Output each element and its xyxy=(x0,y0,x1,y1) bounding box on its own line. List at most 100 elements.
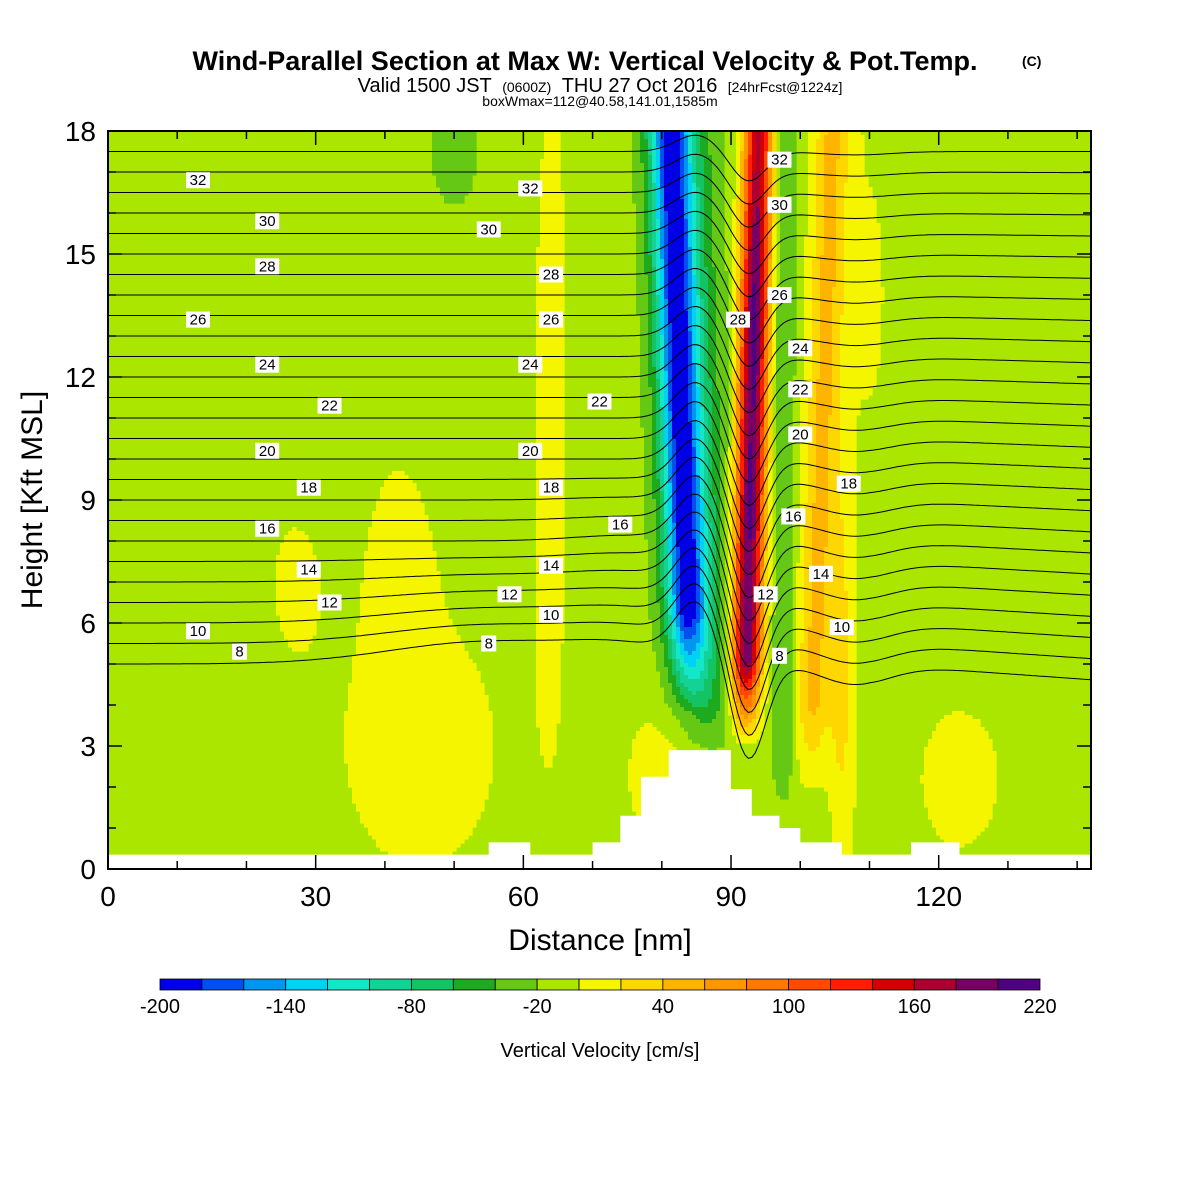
w-cell xyxy=(428,579,433,584)
w-cell xyxy=(656,375,661,380)
w-cell xyxy=(640,235,645,240)
w-cell xyxy=(412,811,417,816)
w-cell xyxy=(540,199,545,204)
w-cell xyxy=(412,847,417,852)
w-cell xyxy=(360,699,365,704)
w-cell xyxy=(556,443,561,448)
w-cell xyxy=(536,271,541,276)
w-cell xyxy=(380,551,385,556)
w-cell xyxy=(652,439,657,444)
w-cell xyxy=(396,803,401,808)
w-cell xyxy=(360,643,365,648)
w-cell xyxy=(660,619,665,624)
w-cell xyxy=(644,307,649,312)
w-cell xyxy=(556,439,561,444)
w-cell xyxy=(432,627,437,632)
w-cell xyxy=(544,703,549,708)
w-cell xyxy=(372,519,377,524)
w-cell xyxy=(424,735,429,740)
w-cell xyxy=(652,523,657,528)
w-cell xyxy=(548,475,553,480)
w-cell xyxy=(436,719,441,724)
w-cell xyxy=(648,567,653,572)
w-cell xyxy=(452,731,457,736)
w-cell xyxy=(348,715,353,720)
w-cell xyxy=(544,251,549,256)
w-cell xyxy=(476,791,481,796)
w-cell xyxy=(432,795,437,800)
w-cell xyxy=(392,511,397,516)
w-cell xyxy=(468,823,473,828)
w-cell xyxy=(380,811,385,816)
w-cell xyxy=(400,643,405,648)
w-cell xyxy=(448,199,453,204)
w-cell xyxy=(556,191,561,196)
w-cell xyxy=(452,843,457,848)
w-cell xyxy=(476,715,481,720)
w-cell xyxy=(360,767,365,772)
w-cell xyxy=(464,751,469,756)
w-cell xyxy=(648,771,653,776)
w-cell xyxy=(548,539,553,544)
w-cell xyxy=(392,731,397,736)
w-cell xyxy=(444,187,449,192)
w-cell xyxy=(356,647,361,652)
w-cell xyxy=(460,799,465,804)
w-cell xyxy=(432,807,437,812)
w-cell xyxy=(408,747,413,752)
w-cell xyxy=(656,531,661,536)
w-cell xyxy=(436,647,441,652)
w-cell xyxy=(660,763,665,768)
w-cell xyxy=(548,383,553,388)
w-cell xyxy=(536,655,541,660)
w-cell xyxy=(652,763,657,768)
w-cell xyxy=(548,335,553,340)
w-cell xyxy=(664,487,669,492)
w-cell xyxy=(392,715,397,720)
w-cell xyxy=(544,299,549,304)
w-cell xyxy=(640,323,645,328)
w-cell xyxy=(640,167,645,172)
w-cell xyxy=(456,843,461,848)
w-cell xyxy=(368,567,373,572)
w-cell xyxy=(552,139,557,144)
w-cell xyxy=(636,303,641,308)
w-cell xyxy=(440,159,445,164)
w-cell xyxy=(280,551,285,556)
w-cell xyxy=(436,675,441,680)
w-cell xyxy=(416,763,421,768)
w-cell xyxy=(656,371,661,376)
w-cell xyxy=(656,539,661,544)
w-cell xyxy=(640,731,645,736)
w-cell xyxy=(408,719,413,724)
w-cell xyxy=(456,707,461,712)
w-cell xyxy=(448,799,453,804)
w-cell xyxy=(472,775,477,780)
w-cell xyxy=(368,827,373,832)
w-cell xyxy=(440,835,445,840)
w-cell xyxy=(420,755,425,760)
w-cell xyxy=(456,767,461,772)
w-cell xyxy=(460,135,465,140)
w-cell xyxy=(556,523,561,528)
w-cell xyxy=(660,543,665,548)
w-cell xyxy=(476,671,481,676)
w-cell xyxy=(656,155,661,160)
w-cell xyxy=(656,579,661,584)
w-cell xyxy=(656,507,661,512)
w-cell xyxy=(664,131,669,136)
w-cell xyxy=(480,735,485,740)
w-cell xyxy=(456,635,461,640)
w-cell xyxy=(648,435,653,440)
w-cell xyxy=(660,479,665,484)
w-cell xyxy=(388,611,393,616)
w-cell xyxy=(552,151,557,156)
w-cell xyxy=(548,219,553,224)
w-cell xyxy=(400,531,405,536)
w-cell xyxy=(344,731,349,736)
w-cell xyxy=(544,755,549,760)
w-cell xyxy=(404,775,409,780)
w-cell xyxy=(420,571,425,576)
w-cell xyxy=(380,619,385,624)
w-cell xyxy=(380,779,385,784)
